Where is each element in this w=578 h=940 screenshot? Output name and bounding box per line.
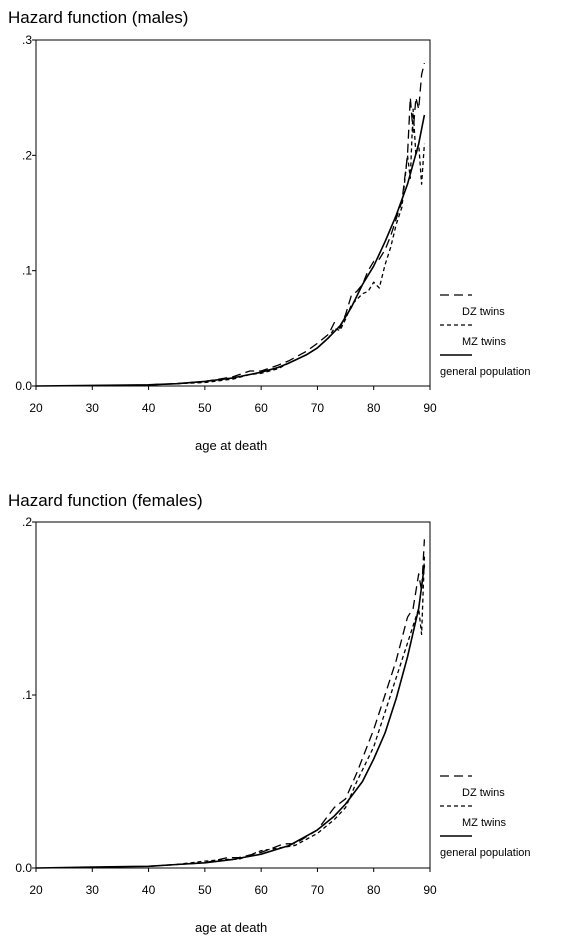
series-line-dz-twins [148, 62, 426, 386]
y-tick-label: 0.0 [15, 861, 32, 875]
chart-title-males: Hazard function (males) [8, 8, 189, 27]
x-axis-label-females: age at death [195, 920, 268, 935]
y-tick-label: .1 [22, 264, 32, 278]
y-tick-label: .3 [22, 33, 32, 47]
series-line-general-population [35, 114, 426, 387]
x-tick-label: 80 [367, 883, 381, 897]
x-tick-label: 60 [254, 401, 268, 415]
chart-title-females: Hazard function (females) [8, 491, 203, 510]
series-line-general-population [35, 565, 426, 869]
plot-frame-females [35, 521, 431, 869]
x-tick-label: 70 [311, 883, 325, 897]
plot-frame-males [35, 39, 431, 387]
x-axis-label-males: age at death [195, 438, 268, 453]
x-tick-label: 90 [423, 401, 437, 415]
series-line-mz-twins [148, 108, 426, 386]
x-tick-label: 50 [198, 883, 212, 897]
legend-label: MZ twins [462, 817, 507, 829]
x-tick-label: 60 [254, 883, 268, 897]
x-tick-label: 50 [198, 401, 212, 415]
y-tick-label: .2 [22, 148, 32, 162]
x-tick-label: 40 [142, 883, 156, 897]
x-tick-label: 20 [29, 883, 43, 897]
x-tick-label: 30 [86, 883, 100, 897]
y-tick-label: 0.0 [15, 379, 32, 393]
y-tick-label: .1 [22, 688, 32, 702]
series-line-dz-twins [148, 539, 426, 867]
x-tick-label: 20 [29, 401, 43, 415]
legend-label: DZ twins [462, 306, 505, 318]
y-tick-label: .2 [22, 515, 32, 529]
x-tick-label: 70 [311, 401, 325, 415]
legend-label: MZ twins [462, 336, 507, 348]
x-tick-label: 90 [423, 883, 437, 897]
series-line-mz-twins [148, 556, 426, 867]
legend-label: DZ twins [462, 787, 505, 799]
x-tick-label: 40 [142, 401, 156, 415]
legend-label: general population [440, 847, 531, 859]
x-tick-label: 80 [367, 401, 381, 415]
x-tick-label: 30 [86, 401, 100, 415]
legend-label: general population [440, 366, 531, 378]
